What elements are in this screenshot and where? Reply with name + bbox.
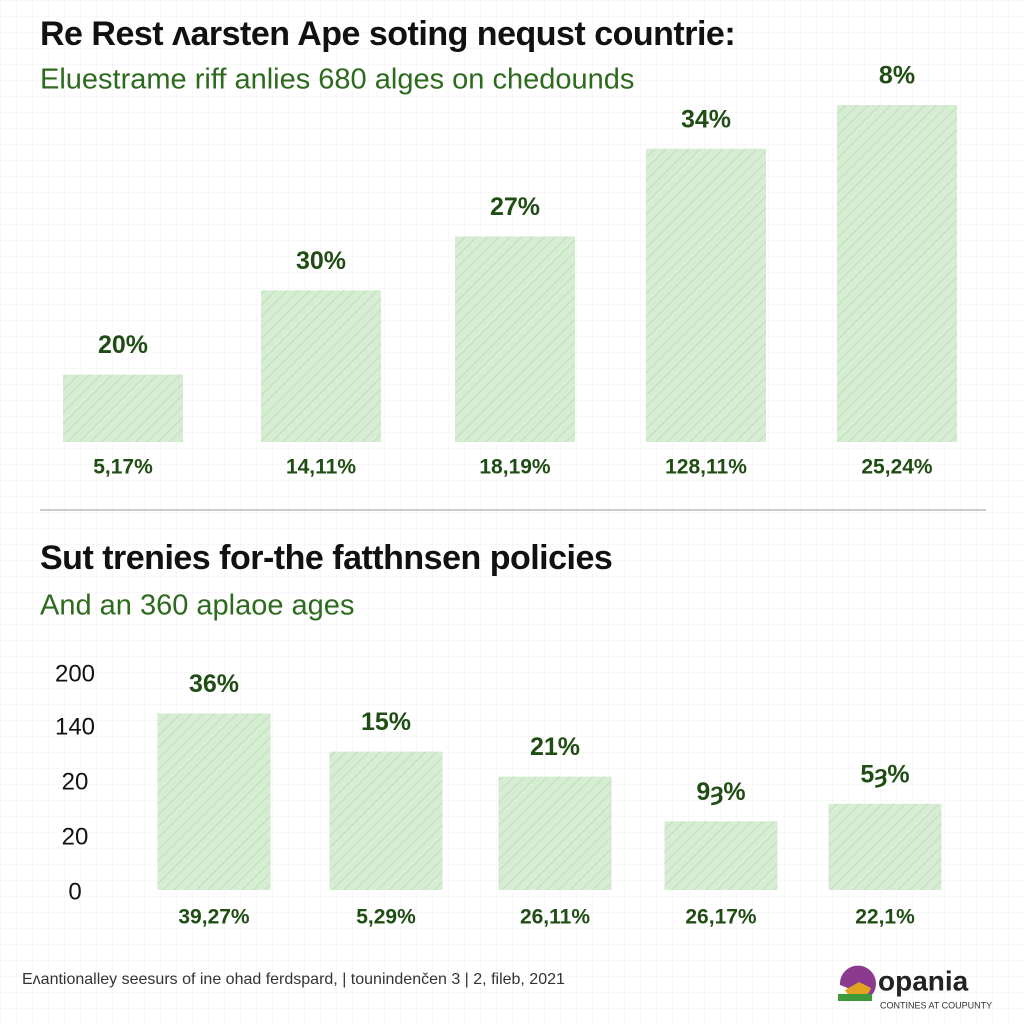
y-tick-label: 20 xyxy=(62,823,89,850)
bar-annotation: 5ȝ% xyxy=(860,760,909,788)
bar-annotation: 15% xyxy=(361,708,411,736)
bar-hatch xyxy=(664,821,778,890)
x-tick-label: 26,17% xyxy=(685,906,757,929)
chart-title: Sut trenies for-the fatthnsen policies xyxy=(40,539,612,577)
bar-hatch xyxy=(157,713,271,890)
y-tick-label: 0 xyxy=(68,878,81,905)
bar-annotation: 27% xyxy=(490,193,540,221)
x-tick-label: 5,29% xyxy=(356,906,416,929)
x-tick-label: 26,11% xyxy=(520,906,590,929)
logo: opania xyxy=(878,965,969,996)
bar-hatch xyxy=(646,148,766,442)
logo-tagline: CONTINES AT COUPUNTY xyxy=(880,1000,992,1010)
x-tick-label: 22,1% xyxy=(855,906,915,929)
bar-hatch xyxy=(498,776,612,890)
bar-annotation: 21% xyxy=(530,733,580,761)
bar-annotation: 30% xyxy=(296,247,346,275)
bar-hatch xyxy=(261,290,381,442)
bar-hatch xyxy=(329,751,443,890)
y-tick-label: 140 xyxy=(55,713,95,740)
bar-hatch xyxy=(828,803,942,890)
logo-icon xyxy=(838,965,876,1001)
bar-hatch xyxy=(63,374,183,442)
bar-annotation: 20% xyxy=(98,331,148,359)
bar-annotation: 36% xyxy=(189,670,239,698)
x-tick-label: 14,11% xyxy=(286,456,356,479)
bar-hatch xyxy=(455,236,575,442)
y-tick-label: 20 xyxy=(62,768,89,795)
x-tick-label: 18,19% xyxy=(479,456,551,479)
bar-annotation: 34% xyxy=(681,105,731,133)
chart-title: Re Rest ʌarsten Ape soting nequst countr… xyxy=(40,15,735,53)
x-tick-label: 128,11% xyxy=(665,456,747,479)
y-tick-label: 200 xyxy=(55,660,95,687)
source-note: Eʌantionalley seesurs of ine ohad ferdsp… xyxy=(22,971,565,988)
bar-annotation: 9ȝ% xyxy=(696,778,745,806)
x-tick-label: 25,24% xyxy=(861,456,933,479)
bar-hatch xyxy=(837,105,957,442)
x-tick-label: 39,27% xyxy=(178,906,250,929)
bar-annotation: 8% xyxy=(879,62,915,90)
chart-subtitle: Eluestrame riff anlies 680 alges on ched… xyxy=(40,64,634,96)
x-tick-label: 5,17% xyxy=(93,456,153,479)
chart-subtitle: And an 360 aplaoe ages xyxy=(40,590,354,622)
